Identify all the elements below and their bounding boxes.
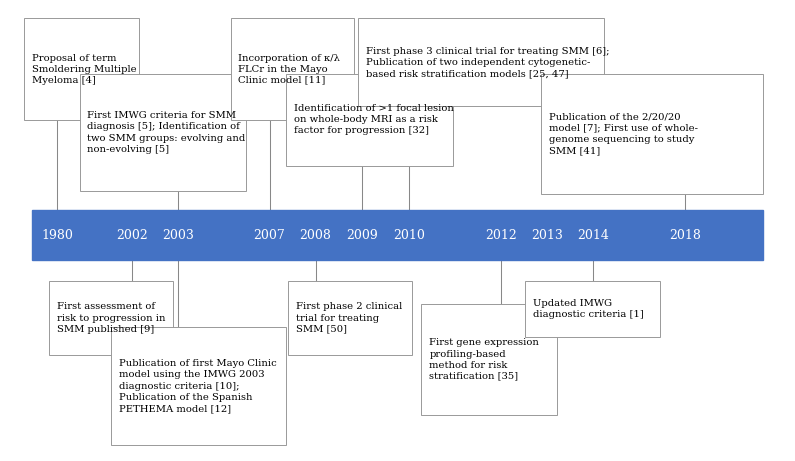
FancyBboxPatch shape [231, 18, 354, 120]
FancyBboxPatch shape [32, 210, 763, 260]
Text: 2009: 2009 [346, 229, 378, 242]
Text: First assessment of
risk to progression in
SMM published [9]: First assessment of risk to progression … [57, 302, 165, 334]
Text: 2002: 2002 [116, 229, 148, 242]
Text: Incorporation of κ/λ
FLCr in the Mayo
Clinic model [11]: Incorporation of κ/λ FLCr in the Mayo Cl… [238, 53, 340, 85]
FancyBboxPatch shape [80, 74, 246, 191]
Text: First phase 2 clinical
trial for treating
SMM [50]: First phase 2 clinical trial for treatin… [296, 302, 402, 334]
FancyBboxPatch shape [541, 74, 763, 194]
FancyBboxPatch shape [111, 327, 286, 445]
Text: 2008: 2008 [300, 229, 332, 242]
Text: 2013: 2013 [531, 229, 563, 242]
Text: Updated IMWG
diagnostic criteria [1]: Updated IMWG diagnostic criteria [1] [533, 299, 643, 319]
Text: Identification of >1 focal lesion
on whole-body MRI as a risk
factor for progres: Identification of >1 focal lesion on who… [294, 104, 454, 136]
Text: Publication of first Mayo Clinic
model using the IMWG 2003
diagnostic criteria [: Publication of first Mayo Clinic model u… [119, 360, 277, 413]
Text: 2014: 2014 [577, 229, 609, 242]
Text: First gene expression
profiling-based
method for risk
stratification [35]: First gene expression profiling-based me… [429, 338, 539, 381]
Text: 2018: 2018 [669, 229, 701, 242]
Text: Publication of the 2/20/20
model [7]; First use of whole-
genome sequencing to s: Publication of the 2/20/20 model [7]; Fi… [549, 112, 697, 155]
Text: First IMWG criteria for SMM
diagnosis [5]; Identification of
two SMM groups: evo: First IMWG criteria for SMM diagnosis [5… [87, 112, 246, 154]
Text: First phase 3 clinical trial for treating SMM [6];
Publication of two independen: First phase 3 clinical trial for treatin… [366, 47, 609, 78]
Text: 2010: 2010 [393, 229, 425, 242]
FancyBboxPatch shape [49, 281, 173, 355]
FancyBboxPatch shape [358, 18, 604, 106]
Text: 2003: 2003 [162, 229, 194, 242]
FancyBboxPatch shape [421, 304, 556, 415]
Text: 2007: 2007 [254, 229, 285, 242]
Text: 2012: 2012 [485, 229, 517, 242]
Text: 1980: 1980 [41, 229, 73, 242]
Text: Proposal of term
Smoldering Multiple
Myeloma [4]: Proposal of term Smoldering Multiple Mye… [32, 53, 137, 85]
FancyBboxPatch shape [286, 74, 453, 166]
FancyBboxPatch shape [24, 18, 139, 120]
FancyBboxPatch shape [288, 281, 412, 355]
FancyBboxPatch shape [525, 281, 660, 337]
